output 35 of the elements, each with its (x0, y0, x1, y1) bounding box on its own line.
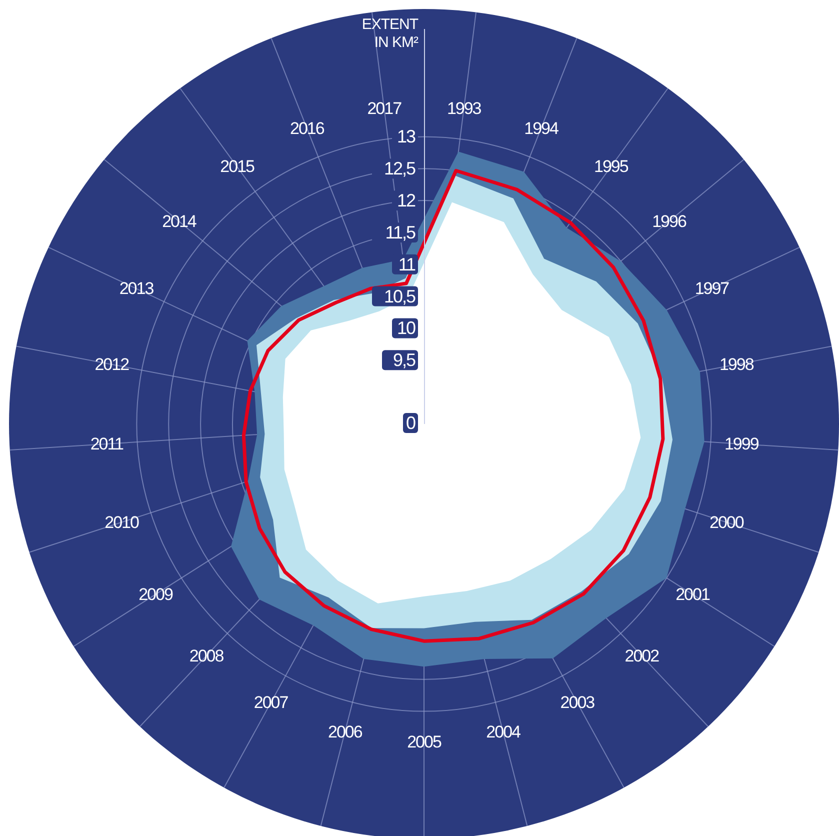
spoke-label: 2010 (104, 512, 140, 532)
spoke-label: 2015 (220, 157, 255, 176)
spoke-label: 2000 (710, 512, 744, 532)
spoke-label: 2004 (486, 722, 521, 742)
spoke-label: 2014 (162, 212, 196, 231)
y-tick-label: 10,5 (384, 286, 416, 306)
spoke-label: 2016 (290, 118, 324, 138)
y-tick-label: 11 (398, 254, 416, 274)
spoke-label: 1999 (724, 434, 759, 454)
spoke-label: 1997 (694, 279, 730, 298)
spoke-label: 2002 (624, 646, 660, 666)
spoke-label: 1995 (594, 157, 628, 176)
spoke-label: 2013 (119, 279, 154, 298)
y-tick-label: 9,5 (392, 350, 416, 370)
spoke-label: 2009 (138, 584, 173, 604)
y-tick-label: 10 (396, 318, 416, 338)
spoke-label: 2006 (328, 722, 362, 742)
spoke-label: 2011 (90, 434, 124, 454)
text: 0 (402, 413, 418, 433)
y-tick-label: 11,5 (385, 222, 416, 242)
spoke-label: 1993 (446, 99, 482, 118)
spoke-label: 1996 (652, 212, 686, 231)
spoke-label: 2017 (367, 99, 402, 118)
y-tick-label: 13 (396, 126, 416, 147)
text: EXTENT IN KM² (360, 16, 418, 52)
spoke-label: 2003 (560, 693, 595, 712)
spoke-label: 2007 (254, 693, 288, 712)
y-tick-label: 12 (396, 190, 416, 211)
spoke-label: 2005 (407, 732, 442, 752)
spoke-label: 2008 (189, 646, 224, 666)
spoke-label: 1994 (524, 118, 559, 138)
spoke-label: 2012 (94, 354, 130, 374)
spoke-label: 2001 (676, 584, 710, 604)
y-tick-label: 12,5 (384, 158, 416, 179)
spoke-label: 1998 (719, 354, 754, 374)
